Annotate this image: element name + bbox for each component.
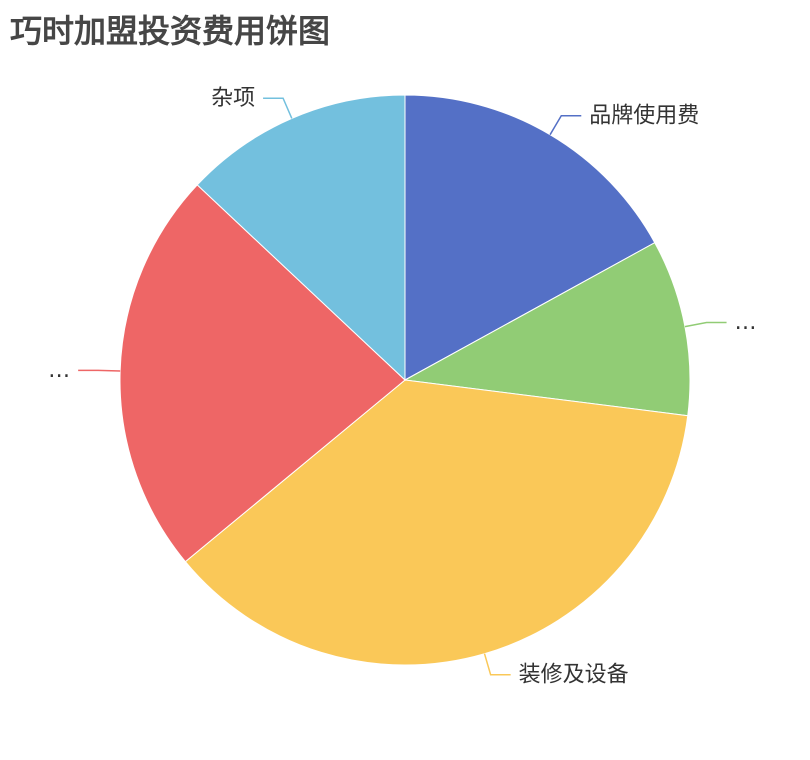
pie-slice-4[interactable] [196,94,406,382]
pie-slices [119,94,691,666]
leader-line-2 [483,653,511,676]
slice-label-4: 杂项 [211,86,255,111]
chart-title: 巧时加盟投资费用饼图 [10,12,331,50]
slice-label-3: … [48,358,70,383]
pie-leader-lines [78,97,727,676]
pie-labels: 品牌使用费 … 装修及设备 … 杂项 [48,86,756,688]
leader-line-3 [78,369,121,372]
slice-label-1: … [735,310,757,335]
leader-line-0 [549,115,582,136]
slice-label-2: 装修及设备 [519,662,629,687]
slice-label-0: 品牌使用费 [589,103,699,128]
leader-line-4 [263,97,293,119]
pie-slice-1[interactable] [403,242,691,417]
leader-line-1 [684,321,727,328]
